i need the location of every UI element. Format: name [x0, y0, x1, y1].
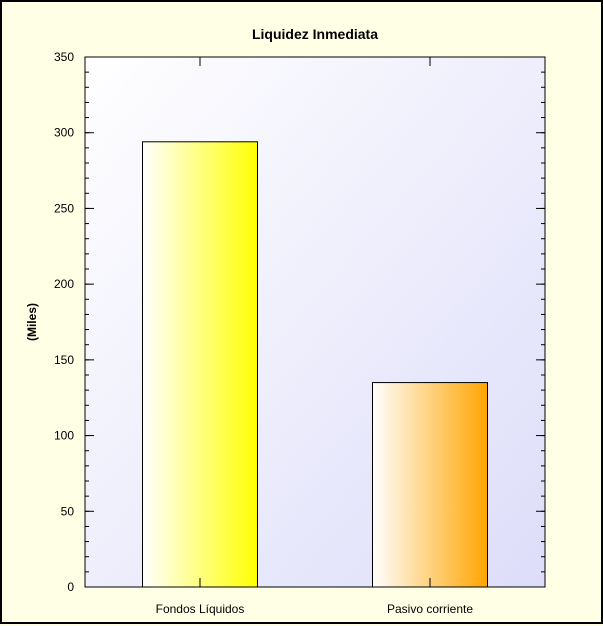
y-tick-label: 200: [54, 277, 74, 291]
y-tick-label: 100: [54, 429, 74, 443]
y-tick-label: 0: [67, 580, 74, 594]
bar-0: [143, 142, 258, 587]
y-tick-label: 350: [54, 50, 74, 64]
y-tick-label: 50: [61, 504, 75, 518]
x-tick-label: Pasivo corriente: [387, 602, 473, 616]
y-tick-label: 300: [54, 126, 74, 140]
y-axis-label: (Miles): [25, 303, 39, 341]
x-tick-label: Fondos Líquidos: [156, 602, 245, 616]
y-tick-label: 150: [54, 353, 74, 367]
chart-title: Liquidez Inmediata: [252, 26, 378, 42]
bar-1: [373, 383, 488, 587]
y-tick-label: 250: [54, 201, 74, 215]
